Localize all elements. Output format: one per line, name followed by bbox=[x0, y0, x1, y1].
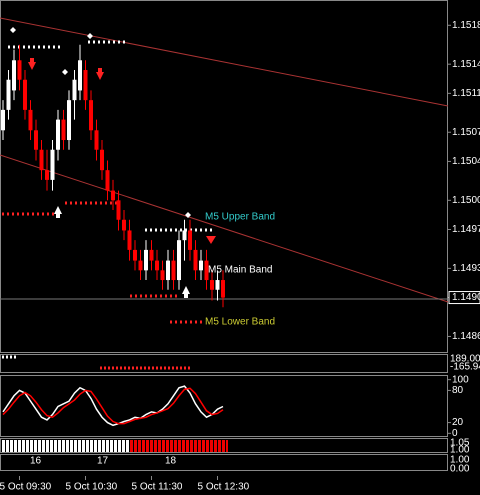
day-scale-label: 1.00 bbox=[450, 455, 470, 466]
sell-arrow bbox=[96, 68, 104, 80]
candle-body bbox=[171, 260, 176, 281]
y-tick-label: 100 bbox=[452, 374, 469, 385]
candle-body bbox=[1, 109, 5, 131]
y-tick-label: 1.1511 bbox=[452, 88, 480, 99]
day-label: 18 bbox=[165, 456, 177, 467]
candle-body bbox=[127, 230, 132, 250]
y-tick-label: 1.1493 bbox=[452, 263, 480, 274]
bar-label: 1.00 bbox=[450, 445, 470, 456]
candle-body bbox=[177, 240, 181, 281]
y-tick-label: 1.1507 bbox=[452, 127, 480, 138]
buy-arrow bbox=[182, 286, 190, 298]
cci-label: -165.94 bbox=[450, 362, 480, 373]
main-panel bbox=[0, 0, 448, 353]
candle-body bbox=[89, 100, 93, 131]
y-tick-label: 1.1504 bbox=[452, 156, 480, 167]
signals bbox=[10, 27, 216, 298]
candle-body bbox=[111, 190, 115, 201]
stochastic-line bbox=[2, 387, 224, 425]
candle-body bbox=[6, 79, 11, 110]
candle-body bbox=[160, 270, 165, 281]
y-tick-label: 0 bbox=[452, 428, 458, 439]
day-label: 17 bbox=[97, 456, 109, 467]
candle-body bbox=[34, 130, 38, 150]
candle-body bbox=[94, 130, 99, 150]
candle-body bbox=[67, 100, 71, 141]
candle-body bbox=[138, 260, 143, 271]
candle-body bbox=[100, 149, 104, 171]
candle-body bbox=[155, 260, 159, 271]
candle-body bbox=[56, 119, 60, 150]
candle-body bbox=[199, 260, 203, 271]
y-tick-label: 1.1518 bbox=[452, 20, 480, 31]
candle-body bbox=[17, 60, 22, 80]
candle-body bbox=[12, 60, 16, 91]
sell-arrow bbox=[28, 58, 36, 70]
candle-body bbox=[61, 119, 66, 141]
day-scale-label: 0.00 bbox=[450, 464, 470, 475]
y-tick-label: 20 bbox=[452, 417, 464, 428]
candle-body bbox=[45, 170, 49, 180]
candle-body bbox=[116, 200, 121, 220]
plot: 1.1486 1.1490 1.1493 1.1497 1.1500 1.1504 1.15… bbox=[0, 20, 480, 493]
x-tick-label: 5 Oct 10:30 bbox=[66, 482, 118, 493]
day-label: 16 bbox=[30, 456, 42, 467]
y-tick-label: 80 bbox=[452, 385, 464, 396]
candle-body bbox=[78, 60, 82, 91]
sell-arrow bbox=[206, 236, 216, 244]
band-label: M5 Main Band bbox=[208, 265, 272, 276]
candle-body bbox=[50, 149, 55, 180]
y-tick-label: 1.1500 bbox=[452, 195, 480, 206]
candle-body bbox=[166, 260, 170, 281]
x-tick-label: 5 Oct 11:30 bbox=[132, 482, 183, 493]
cci-label: 189.003 bbox=[450, 354, 480, 365]
band-label: M5 Upper Band bbox=[205, 212, 275, 223]
candle-body bbox=[23, 79, 27, 110]
y-tick-label: 1.1486 bbox=[452, 331, 480, 342]
day-panel bbox=[0, 454, 448, 471]
y-tick-label: 1.1490 bbox=[452, 292, 480, 303]
candle-body bbox=[188, 230, 192, 250]
stochastic-panel bbox=[0, 375, 448, 437]
bar-panel bbox=[0, 438, 448, 453]
candle-body bbox=[215, 280, 220, 290]
buy-arrow bbox=[54, 206, 62, 218]
trend-line bbox=[0, 17, 449, 107]
trend-line bbox=[0, 154, 449, 303]
candle-body bbox=[83, 70, 88, 101]
candle-body bbox=[105, 170, 110, 191]
candle-body bbox=[133, 249, 137, 261]
y-tick-label: 1.1497 bbox=[452, 224, 480, 235]
candle-body bbox=[72, 79, 77, 101]
current-price-box bbox=[448, 291, 480, 305]
cci-panel bbox=[0, 354, 448, 373]
x-tick-label: 5 Oct 09:30 bbox=[0, 482, 52, 493]
candle-body bbox=[182, 230, 187, 241]
candle-body bbox=[144, 249, 148, 271]
band-label: M5 Lower Band bbox=[205, 317, 275, 328]
candle-body bbox=[149, 249, 154, 261]
bar-label: 1.05 bbox=[450, 438, 470, 449]
candle-body bbox=[193, 249, 198, 271]
x-tick-label: 5 Oct 12:30 bbox=[198, 482, 250, 493]
candle-body bbox=[210, 280, 214, 290]
candle-body bbox=[39, 149, 44, 171]
candle-body bbox=[122, 219, 126, 231]
candle-body bbox=[221, 280, 225, 298]
candle-body bbox=[28, 109, 33, 131]
candle-body bbox=[204, 260, 209, 281]
y-tick-label: 1.1514 bbox=[452, 59, 480, 70]
